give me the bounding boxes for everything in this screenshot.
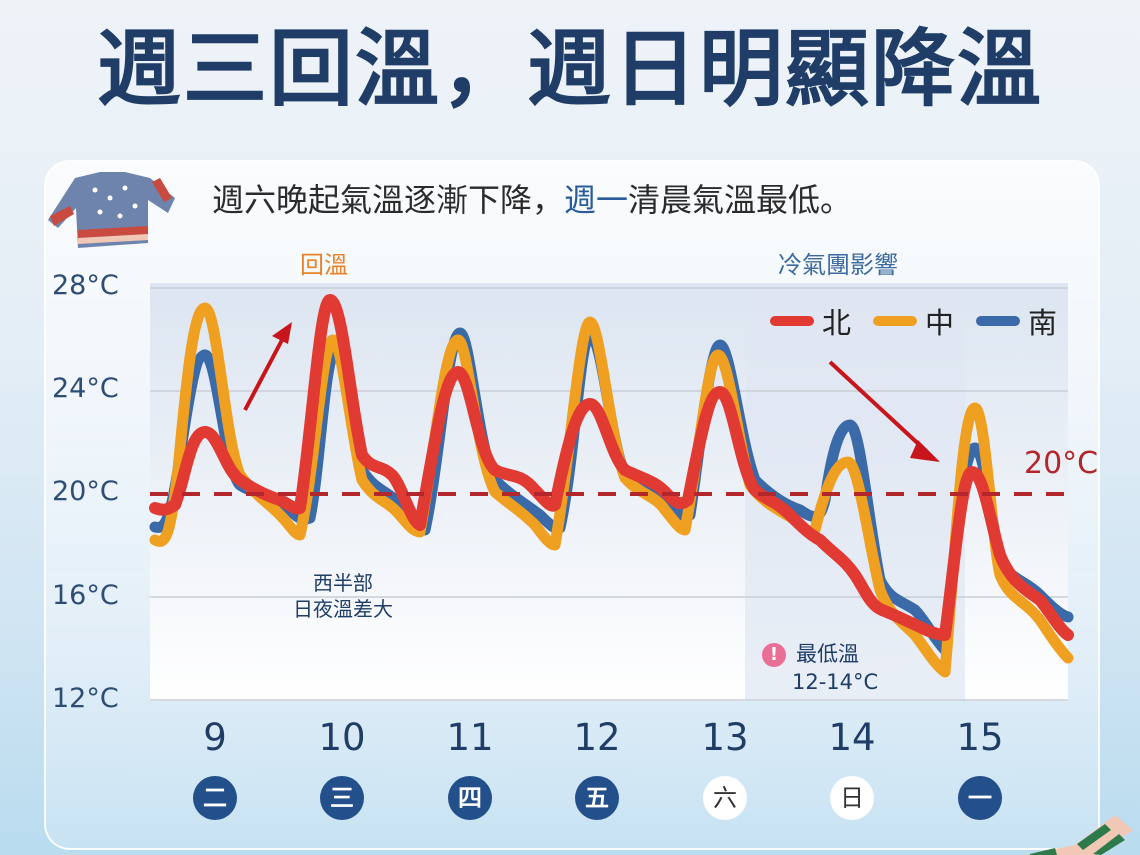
rising-arrow-icon <box>243 322 292 411</box>
series-central <box>149 302 1074 678</box>
series-north <box>149 294 1074 641</box>
legend-central: 中 <box>873 300 954 342</box>
min-temp-value: 12-14°C <box>792 670 879 694</box>
falling-arrow-icon <box>828 360 940 462</box>
legend-south: 南 <box>976 300 1057 342</box>
scarf-icon <box>1025 815 1133 855</box>
weekday-badge-fri: 五 <box>575 776 619 820</box>
west-note: 西半部 日夜溫差大 <box>268 570 418 622</box>
y-tick-16: 16°C <box>52 580 119 611</box>
min-temp-label: 最低溫 <box>796 642 859 666</box>
legend-swatch-central <box>873 316 918 326</box>
sweater-icon <box>48 172 175 248</box>
y-tick-28: 28°C <box>52 270 119 301</box>
legend-north: 北 <box>770 300 851 342</box>
west-note-line1: 西半部 <box>313 571 373 595</box>
y-tick-24: 24°C <box>52 373 119 404</box>
weekday-badge-tue: 二 <box>193 776 237 820</box>
legend-swatch-north <box>770 316 814 326</box>
x-day-15: 15 <box>956 716 1004 759</box>
x-day-11: 11 <box>446 716 494 759</box>
warming-label: 回溫 <box>300 251 348 279</box>
subtitle-highlight: 週一 <box>564 181 629 219</box>
weekday-badge-sat: 六 <box>703 776 747 820</box>
warning-icon: ! <box>762 643 786 667</box>
chart-subtitle: 週六晚起氣溫逐漸下降，週一清晨氣溫最低。 <box>212 175 852 221</box>
subtitle-part1: 週六晚起氣溫逐漸下降， <box>212 181 565 219</box>
min-temp-note: ! 最低溫 12-14°C <box>762 640 878 696</box>
weekday-badge-mon: 一 <box>958 776 1002 820</box>
x-day-14: 14 <box>828 716 876 759</box>
weekday-badge-wed: 三 <box>320 776 364 820</box>
weekday-badge-thu: 四 <box>448 776 492 820</box>
y-tick-12: 12°C <box>52 683 119 714</box>
weekday-badge-sun: 日 <box>830 776 874 820</box>
legend-label-north: 北 <box>822 306 852 340</box>
legend-swatch-south <box>976 316 1021 326</box>
subtitle-part3: 清晨氣溫最低。 <box>628 181 853 219</box>
x-day-9: 9 <box>203 716 227 759</box>
x-day-12: 12 <box>573 716 621 759</box>
legend-label-central: 中 <box>925 306 955 340</box>
cold-air-label: 冷氣團影響 <box>778 251 898 279</box>
page-title: 週三回溫，週日明顯降溫 <box>96 20 1043 118</box>
y-tick-20: 20°C <box>52 476 119 507</box>
chart-legend: 北 中 南 <box>770 300 1057 342</box>
x-day-13: 13 <box>701 716 749 759</box>
x-day-10: 10 <box>318 716 366 759</box>
legend-label-south: 南 <box>1028 306 1058 340</box>
reference-line-label: 20°C <box>1024 446 1099 481</box>
west-note-line2: 日夜溫差大 <box>293 597 393 621</box>
